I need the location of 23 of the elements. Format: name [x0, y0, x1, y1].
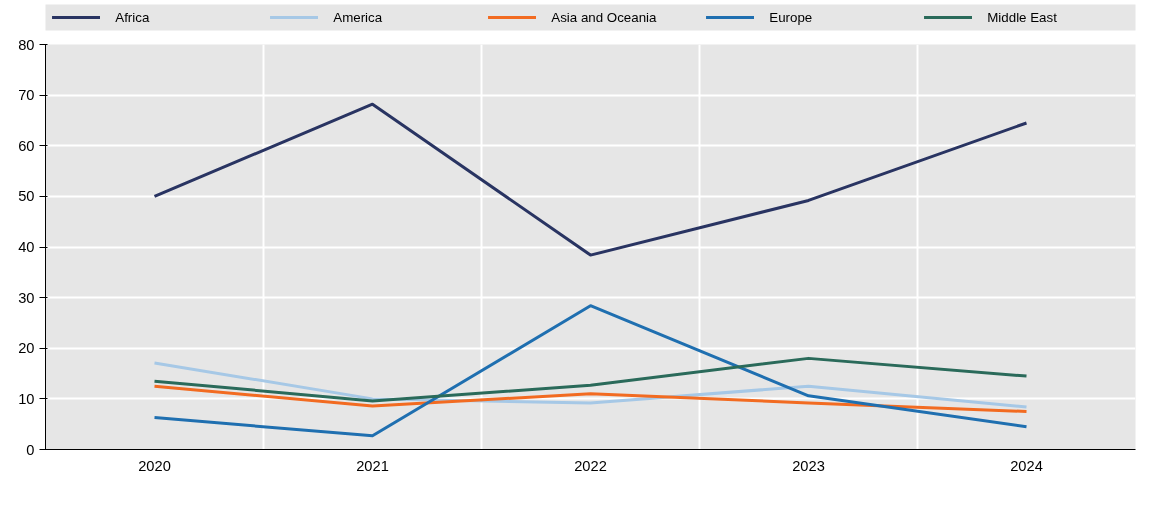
- y-tick-label: 20: [18, 340, 35, 357]
- y-tick-label: 70: [18, 87, 35, 104]
- x-tick-label: 2022: [574, 457, 607, 474]
- legend-label: America: [333, 10, 383, 25]
- y-tick-label: 60: [18, 137, 35, 154]
- legend-label: Africa: [115, 10, 150, 25]
- y-tick-label: 0: [26, 441, 35, 458]
- legend-label: Middle East: [987, 10, 1058, 25]
- line-series: [153, 384, 1028, 414]
- y-tick-label: 30: [18, 289, 35, 306]
- x-tick-label: 2024: [1010, 457, 1043, 474]
- y-tick-label: 10: [18, 390, 35, 407]
- legend-label: Europe: [769, 10, 813, 25]
- line-series: [153, 356, 1028, 403]
- x-tick-label: 2021: [356, 457, 389, 474]
- y-tick-label: 50: [18, 188, 35, 205]
- line-series: [153, 102, 1028, 257]
- y-tick-label: 40: [18, 239, 35, 255]
- x-tick-label: 2023: [792, 457, 825, 474]
- x-tick-label: 2020: [138, 457, 171, 474]
- legend-label: Asia and Oceania: [551, 10, 658, 25]
- line-series: [153, 304, 1028, 438]
- y-tick-label: 80: [18, 36, 35, 53]
